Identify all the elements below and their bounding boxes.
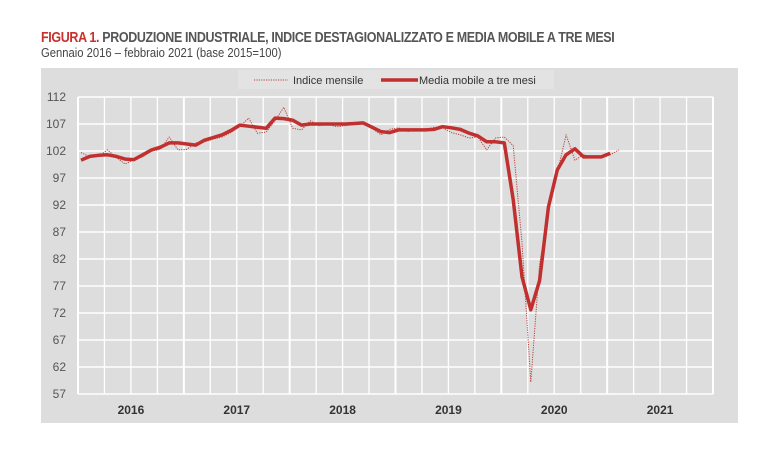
y-tick-label: 87 xyxy=(53,225,67,239)
legend-label-monthly: Indice mensile xyxy=(293,75,363,87)
legend-label-moving-average: Media mobile a tre mesi xyxy=(419,75,536,87)
x-axis: 2016 2017 2018 2019 2020 2021 xyxy=(118,403,674,417)
legend: Indice mensile Media mobile a tre mesi xyxy=(238,70,554,89)
chart-subtitle: Gennaio 2016 – febbraio 2021 (base 2015=… xyxy=(41,46,282,60)
y-tick-label: 97 xyxy=(53,171,67,185)
x-tick-label: 2021 xyxy=(647,403,674,417)
x-tick-label: 2018 xyxy=(329,403,356,417)
grid xyxy=(77,96,714,395)
series-group xyxy=(80,106,620,383)
x-tick-label: 2016 xyxy=(118,403,145,417)
y-tick-label: 102 xyxy=(46,144,66,158)
y-tick-label: 82 xyxy=(53,252,67,266)
x-tick-label: 2019 xyxy=(435,403,462,417)
y-tick-label: 72 xyxy=(53,306,67,320)
y-tick-label: 107 xyxy=(46,117,66,131)
figure-number: FIGURA 1. xyxy=(41,30,100,46)
y-tick-label: 92 xyxy=(53,198,67,212)
y-axis: 57 62 67 72 77 82 87 92 97 102 107 112 xyxy=(46,90,66,401)
title-text: PRODUZIONE INDUSTRIALE, INDICE DESTAGION… xyxy=(102,30,615,46)
x-tick-label: 2017 xyxy=(223,403,250,417)
chart-title: FIGURA 1. PRODUZIONE INDUSTRIALE, INDICE… xyxy=(41,30,615,46)
x-tick-label: 2020 xyxy=(541,403,568,417)
y-tick-label: 67 xyxy=(53,333,67,347)
y-tick-label: 57 xyxy=(53,387,67,401)
y-tick-label: 112 xyxy=(47,90,66,104)
y-tick-label: 77 xyxy=(53,279,67,293)
y-tick-label: 62 xyxy=(53,360,67,374)
